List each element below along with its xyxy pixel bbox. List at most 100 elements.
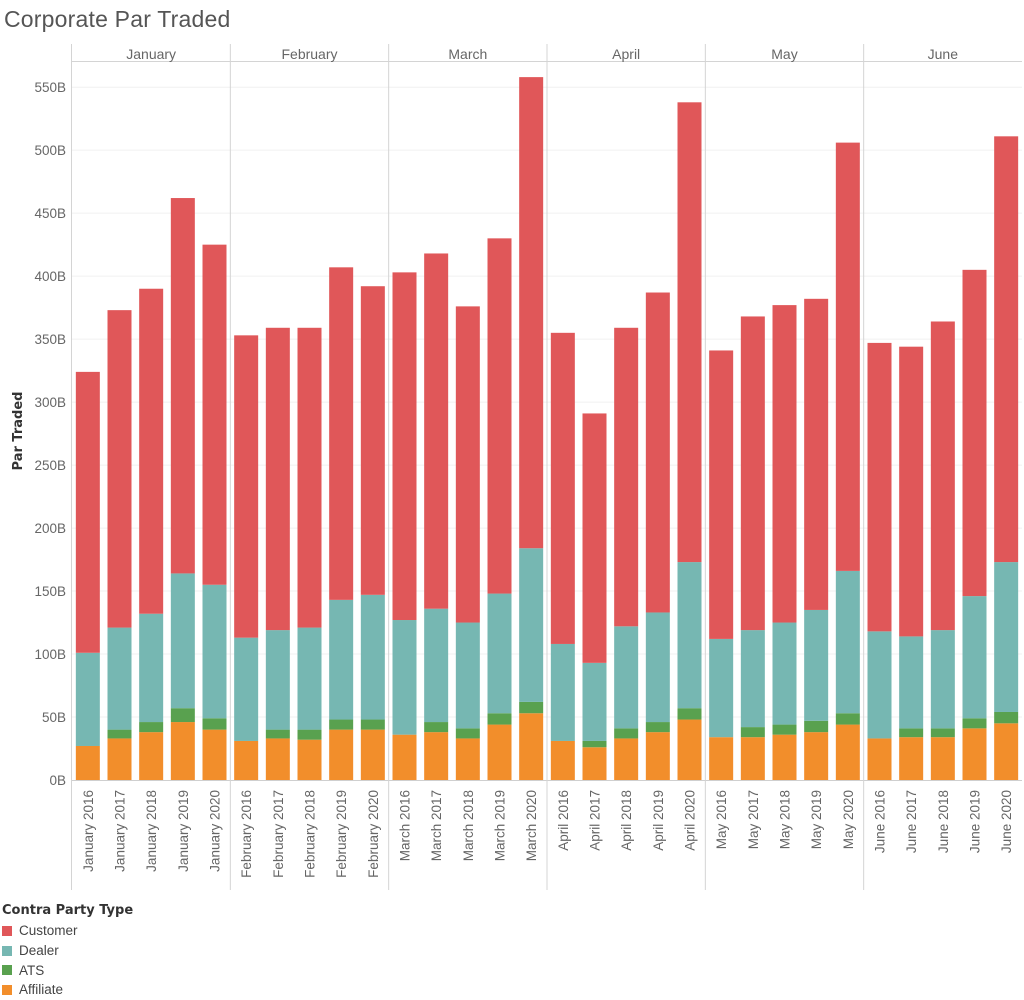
y-tick-label: 50B <box>42 710 66 725</box>
legend-swatch <box>2 984 12 995</box>
x-tick-label: March 2020 <box>524 790 539 861</box>
bar-ats <box>962 718 987 729</box>
bar-affiliate <box>329 729 354 780</box>
bar-dealer <box>772 622 797 725</box>
legend-item-dealer[interactable]: Dealer <box>2 941 133 961</box>
bar-affiliate <box>360 729 385 780</box>
bar-customer <box>360 286 385 595</box>
bar-dealer <box>550 643 575 741</box>
bar-dealer <box>930 630 955 729</box>
chart-canvas: 0B 50B 100B 150B 200B 250B 300B 350B 400B 450B 500… <box>11 44 1022 890</box>
y-tick-label: 300B <box>34 395 66 410</box>
x-tick-label: May 2016 <box>714 790 729 849</box>
bar-affiliate <box>899 737 924 780</box>
bar-dealer <box>804 609 829 721</box>
bar-ats <box>170 708 195 723</box>
x-tick-label: June 2019 <box>968 790 983 853</box>
bar-customer <box>804 298 829 610</box>
bar-customer <box>75 371 100 653</box>
bar-customer <box>234 335 259 638</box>
bar-customer <box>139 288 164 614</box>
legend-label: ATS <box>19 962 45 978</box>
bar-dealer <box>107 627 132 730</box>
bar-customer <box>709 350 734 639</box>
bar-customer <box>170 198 195 574</box>
bar-dealer <box>899 636 924 729</box>
bar-affiliate <box>202 729 227 780</box>
y-tick-label: 250B <box>34 458 66 473</box>
bar-dealer <box>994 562 1019 712</box>
y-tick-label: 400B <box>34 269 66 284</box>
bar-affiliate <box>677 719 702 780</box>
bar-affiliate <box>582 747 607 780</box>
bar-affiliate <box>519 713 544 780</box>
x-tick-label: March 2016 <box>398 790 413 861</box>
legend-swatch <box>2 945 12 956</box>
x-tick-label: April 2019 <box>651 790 666 851</box>
bar-customer <box>297 327 322 628</box>
x-tick-label: April 2016 <box>556 790 571 851</box>
bar-dealer <box>582 662 607 741</box>
bar-customer <box>740 316 765 631</box>
legend-swatch <box>2 965 12 976</box>
y-axis-title: Par Traded <box>11 392 26 471</box>
legend-label: Dealer <box>19 943 59 959</box>
x-tick-label: January 2018 <box>144 790 159 872</box>
legend-label: Affiliate <box>19 982 64 998</box>
legend-item-ats[interactable]: ATS <box>2 960 133 980</box>
y-tick-label: 550B <box>34 80 66 95</box>
panel-header: January <box>126 46 176 62</box>
legend-items: Customer Dealer ATS Affiliate <box>2 921 133 1000</box>
bar-customer <box>582 413 607 663</box>
bar-dealer <box>487 593 512 714</box>
bar-dealer <box>962 596 987 719</box>
bar-customer <box>107 310 132 628</box>
bar-ats <box>139 722 164 733</box>
bar-dealer <box>360 594 385 720</box>
bar-ats <box>202 718 227 730</box>
bar-dealer <box>202 584 227 719</box>
x-tick-label: February 2017 <box>271 790 286 878</box>
legend-swatch <box>2 925 12 936</box>
bar-dealer <box>139 613 164 723</box>
bar-ats <box>804 720 829 733</box>
x-tick-label: February 2018 <box>303 790 318 878</box>
x-tick-label: May 2017 <box>746 790 761 849</box>
bar-customer <box>899 346 924 637</box>
x-tick-label: June 2018 <box>936 790 951 853</box>
bar-ats <box>424 722 449 733</box>
y-tick-label: 100B <box>34 647 66 662</box>
bar-ats <box>899 728 924 738</box>
legend-item-affiliate[interactable]: Affiliate <box>2 980 133 1000</box>
bar-dealer <box>867 631 892 739</box>
bar-ats <box>930 728 955 738</box>
bar-dealer <box>297 627 322 730</box>
bar-ats <box>487 713 512 725</box>
bar-customer <box>930 321 955 631</box>
bar-affiliate <box>392 734 417 780</box>
bar-ats <box>994 711 1019 724</box>
bar-dealer <box>170 573 195 709</box>
bar-dealer <box>75 652 100 746</box>
x-tick-label: April 2018 <box>619 790 634 851</box>
bar-customer <box>424 253 449 609</box>
bar-dealer <box>740 630 765 728</box>
bar-dealer <box>835 570 860 714</box>
bar-affiliate <box>107 738 132 780</box>
bar-dealer <box>265 630 290 730</box>
bar-affiliate <box>234 740 259 780</box>
chart-title: Corporate Par Traded <box>4 6 231 32</box>
bar-dealer <box>709 638 734 738</box>
bar-ats <box>265 729 290 739</box>
legend-item-customer[interactable]: Customer <box>2 921 133 941</box>
bar-customer <box>677 102 702 563</box>
bar-customer <box>772 305 797 623</box>
bar-affiliate <box>994 723 1019 780</box>
bar-dealer <box>677 562 702 709</box>
y-tick-label: 200B <box>34 521 66 536</box>
x-tick-label: January 2016 <box>81 790 96 872</box>
bar-dealer <box>645 612 670 723</box>
bar-customer <box>835 142 860 571</box>
x-tick-label: May 2020 <box>841 790 856 849</box>
bar-dealer <box>519 548 544 702</box>
